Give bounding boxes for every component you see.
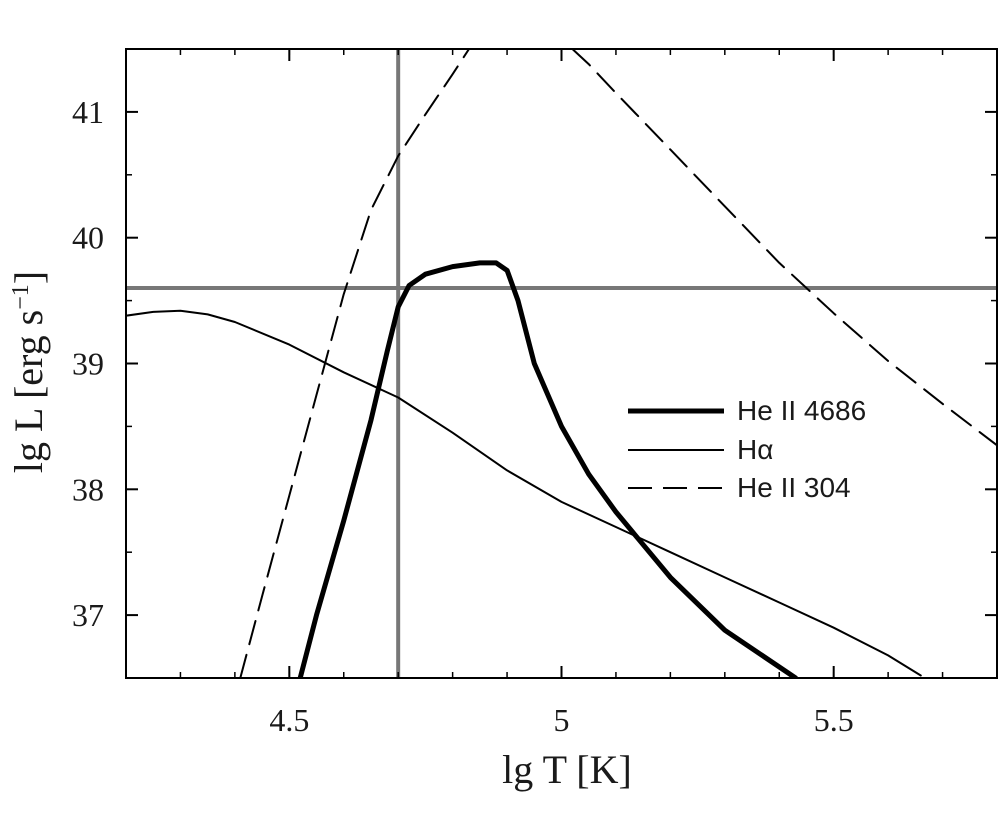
series-layer (126, 49, 997, 678)
legend: He II 4686 Hα He II 304 (628, 395, 866, 503)
y-tick-label: 41 (72, 94, 104, 130)
x-tick-label: 4.5 (269, 702, 309, 738)
y-tick-label: 37 (72, 597, 104, 633)
x-axis-title: lg T [K] (502, 747, 632, 792)
legend-label-he-ii-304: He II 304 (737, 472, 851, 503)
y-tick-label: 40 (72, 220, 104, 256)
series-line-0 (297, 260, 799, 678)
y-axis-ticks: 37 38 39 40 41 (72, 48, 997, 679)
y-axis-title-sup: −1 (8, 284, 34, 310)
y-axis-title-main: lg L [erg s (6, 310, 51, 473)
series-line-2-branch (571, 49, 997, 447)
y-tick-label: 38 (72, 471, 104, 507)
x-tick-label: 5 (554, 702, 570, 738)
y-axis-title: lg L [erg s−1] (6, 271, 51, 473)
y-axis-title-close: ] (6, 271, 51, 284)
reference-lines (126, 49, 997, 678)
series-line-1 (126, 309, 922, 677)
plot-area (126, 49, 997, 678)
x-axis-ticks: 4.5 5 5.5 (125, 49, 998, 738)
legend-label-he-ii-4686: He II 4686 (737, 395, 866, 426)
y-tick-label: 39 (72, 346, 104, 382)
x-tick-label: 5.5 (814, 702, 854, 738)
legend-label-h-alpha: Hα (737, 434, 773, 465)
